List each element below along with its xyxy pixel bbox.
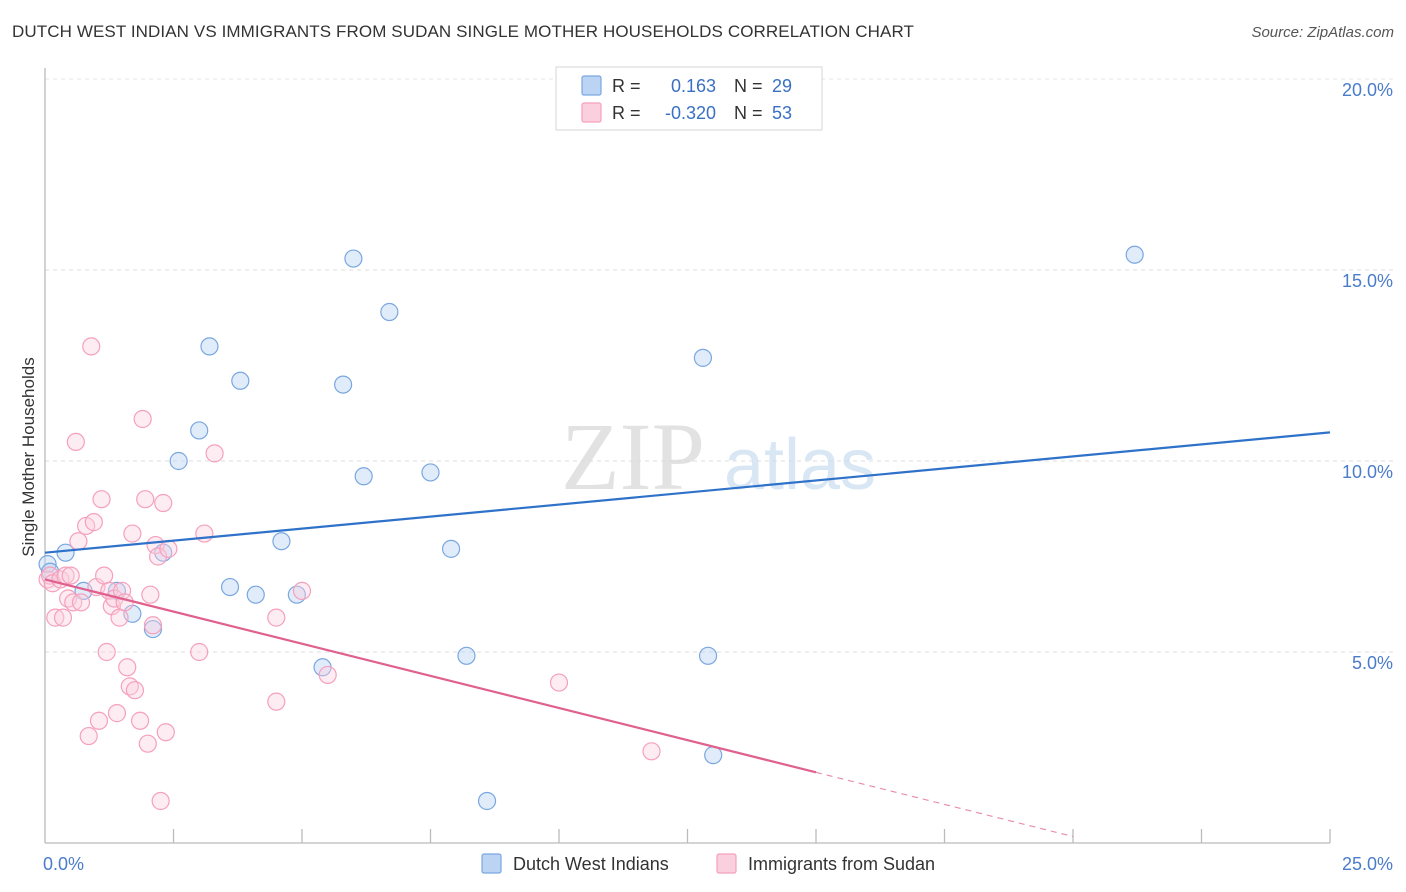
chart-title: DUTCH WEST INDIAN VS IMMIGRANTS FROM SUD…	[12, 22, 915, 41]
point-immigrants-from-sudan	[61, 566, 80, 585]
point-immigrants-from-sudan	[97, 642, 116, 662]
point-dutch-west-indians	[477, 791, 497, 811]
point-immigrants-from-sudan	[130, 711, 150, 730]
point-immigrants-from-sudan	[136, 490, 155, 509]
point-dutch-west-indians	[693, 348, 713, 367]
legend-n-value-sudan: 53	[772, 103, 792, 123]
point-immigrants-from-sudan	[292, 581, 312, 600]
point-immigrants-from-sudan	[642, 742, 661, 761]
point-immigrants-from-sudan	[69, 532, 88, 551]
point-immigrants-from-sudan	[115, 593, 134, 612]
point-immigrants-from-sudan	[154, 493, 173, 513]
axes	[44, 68, 1331, 844]
point-immigrants-from-sudan	[53, 608, 73, 627]
y-axis-title: Single Mother Households	[19, 357, 38, 556]
y-tick-label: 20.0%	[1342, 80, 1393, 100]
watermark: ZIP atlas	[561, 403, 876, 510]
legend-n-label-dutch: N =	[734, 76, 763, 96]
legend-stats: R = 0.163 N = 29 R = -0.320 N = 53	[555, 66, 823, 131]
y-tick-label: 10.0%	[1342, 462, 1393, 482]
point-immigrants-from-sudan	[195, 524, 214, 543]
point-immigrants-from-sudan	[84, 513, 103, 532]
point-immigrants-from-sudan	[151, 791, 170, 811]
point-immigrants-from-sudan	[64, 593, 83, 612]
point-immigrants-from-sudan	[82, 337, 101, 356]
legend-r-value-sudan: -0.320	[665, 103, 716, 123]
legend-swatch-sudan	[581, 102, 602, 123]
point-dutch-west-indians	[56, 543, 75, 562]
trend-line-sudan	[44, 578, 817, 774]
point-immigrants-from-sudan	[107, 704, 127, 723]
point-immigrants-from-sudan	[267, 608, 286, 627]
watermark-atlas: atlas	[724, 425, 876, 505]
trend-line-sudan-extension	[815, 771, 1074, 838]
point-dutch-west-indians	[441, 539, 461, 558]
point-immigrants-from-sudan	[66, 432, 85, 451]
point-immigrants-from-sudan	[159, 539, 178, 558]
legend-series: Dutch West Indians Immigrants from Sudan	[481, 853, 935, 874]
legend-n-label-sudan: N =	[734, 103, 763, 123]
point-immigrants-from-sudan	[148, 547, 168, 566]
point-immigrants-from-sudan	[79, 726, 98, 746]
point-dutch-west-indians	[143, 619, 163, 639]
point-immigrants-from-sudan	[110, 608, 129, 627]
point-dutch-west-indians	[220, 577, 240, 597]
point-dutch-west-indians	[246, 585, 265, 604]
point-dutch-west-indians	[1125, 245, 1144, 264]
legend-r-value-dutch: 0.163	[671, 76, 716, 96]
point-dutch-west-indians	[380, 302, 399, 322]
point-dutch-west-indians	[421, 463, 440, 482]
legend-bottom-label-dutch: Dutch West Indians	[513, 854, 669, 874]
grid	[45, 78, 1393, 653]
x-tick-label-min: 0.0%	[43, 854, 84, 874]
point-immigrants-from-sudan	[133, 409, 152, 429]
point-immigrants-from-sudan	[318, 665, 337, 685]
point-immigrants-from-sudan	[267, 692, 286, 711]
legend-bottom-swatch-sudan	[716, 853, 737, 874]
point-dutch-west-indians	[344, 249, 363, 268]
trend-lines	[44, 431, 1331, 838]
legend-n-value-dutch: 29	[772, 76, 792, 96]
point-immigrants-from-sudan	[89, 711, 109, 730]
point-immigrants-from-sudan	[143, 616, 163, 635]
point-immigrants-from-sudan	[92, 490, 111, 509]
point-immigrants-from-sudan	[190, 642, 209, 662]
point-immigrants-from-sudan	[46, 608, 65, 627]
point-dutch-west-indians	[169, 451, 188, 471]
legend-bottom-label-sudan: Immigrants from Sudan	[748, 854, 935, 874]
data-points	[38, 245, 1144, 811]
point-dutch-west-indians	[457, 646, 476, 665]
y-tick-label: 15.0%	[1342, 271, 1393, 291]
point-dutch-west-indians	[334, 375, 353, 394]
point-dutch-west-indians	[354, 467, 373, 486]
source-label: Source: ZipAtlas.com	[1251, 24, 1394, 41]
point-immigrants-from-sudan	[71, 593, 91, 612]
legend-r-label-sudan: R =	[612, 103, 641, 123]
point-dutch-west-indians	[231, 371, 250, 390]
point-dutch-west-indians	[190, 421, 209, 440]
point-immigrants-from-sudan	[549, 673, 569, 692]
legend-swatch-dutch	[581, 75, 602, 96]
point-immigrants-from-sudan	[95, 566, 114, 585]
y-tick-labels: 5.0% 10.0% 15.0% 20.0%	[1342, 80, 1393, 673]
point-immigrants-from-sudan	[118, 658, 137, 677]
x-tick-label-max: 25.0%	[1342, 854, 1393, 874]
point-immigrants-from-sudan	[125, 681, 145, 700]
point-dutch-west-indians	[200, 337, 219, 356]
point-immigrants-from-sudan	[141, 585, 160, 604]
legend-bottom-swatch-dutch	[481, 853, 502, 874]
point-immigrants-from-sudan	[123, 524, 142, 543]
legend-r-label-dutch: R =	[612, 76, 641, 96]
point-dutch-west-indians	[698, 646, 718, 665]
trend-line-dutch	[44, 431, 1331, 554]
point-immigrants-from-sudan	[138, 734, 157, 753]
y-tick-label: 5.0%	[1352, 653, 1393, 673]
point-immigrants-from-sudan	[205, 444, 224, 463]
point-dutch-west-indians	[272, 532, 291, 551]
point-immigrants-from-sudan	[156, 723, 175, 742]
